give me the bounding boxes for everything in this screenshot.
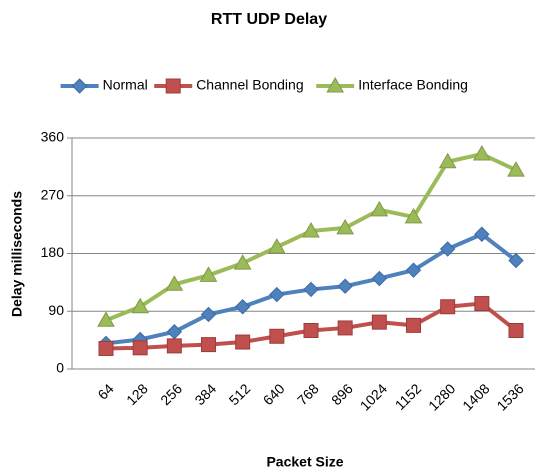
data-point — [474, 226, 490, 242]
data-point — [303, 281, 319, 298]
legend-marker — [71, 78, 88, 94]
data-point — [337, 278, 353, 294]
x-tick-label: 1536 — [493, 380, 526, 413]
data-point — [201, 337, 216, 353]
y-tick-label: 270 — [41, 186, 65, 202]
data-point — [474, 296, 490, 312]
legend-label: Normal — [103, 77, 148, 93]
legend-marker — [326, 76, 345, 93]
data-point — [132, 340, 148, 356]
x-tick-label: 64 — [94, 380, 116, 402]
data-point — [336, 218, 355, 235]
x-tick-label: 896 — [328, 380, 356, 408]
data-point — [269, 328, 285, 344]
data-point — [269, 286, 285, 303]
data-point — [405, 262, 422, 278]
x-tick-label: 768 — [294, 380, 322, 408]
legend-marker — [165, 78, 181, 94]
data-point — [165, 275, 184, 291]
x-tick-label: 1152 — [392, 380, 425, 413]
data-point — [507, 161, 525, 177]
data-point — [508, 323, 524, 338]
data-point — [371, 270, 388, 287]
data-point — [440, 299, 456, 315]
x-tick-label: 384 — [191, 380, 219, 408]
x-axis-label: Packet Size — [266, 454, 343, 470]
y-tick-label: 360 — [41, 129, 65, 145]
x-tick-label: 1024 — [357, 380, 390, 413]
data-point — [233, 254, 252, 270]
y-tick-label: 90 — [48, 302, 64, 318]
data-point — [131, 297, 150, 314]
x-tick-label: 512 — [226, 380, 254, 408]
legend-label: Channel Bonding — [196, 77, 303, 93]
legend-label: Interface Bonding — [358, 77, 468, 93]
chart-title: RTT UDP Delay — [211, 11, 327, 28]
data-point — [166, 324, 183, 340]
data-point — [406, 317, 421, 333]
y-tick-label: 180 — [41, 244, 65, 260]
data-point — [439, 241, 456, 257]
data-point — [472, 145, 491, 161]
x-tick-label: 128 — [123, 380, 151, 408]
data-point — [370, 200, 389, 217]
x-tick-label: 1280 — [425, 380, 458, 413]
data-point — [267, 238, 286, 254]
data-point — [200, 306, 217, 323]
x-tick-label: 256 — [157, 380, 185, 408]
y-tick-label: 0 — [56, 360, 64, 376]
data-point — [302, 222, 320, 238]
y-axis-label: Delay milliseconds — [9, 191, 25, 317]
data-point — [235, 334, 251, 350]
data-point — [303, 323, 319, 338]
data-point — [234, 299, 251, 315]
x-tick-label: 1408 — [459, 380, 492, 413]
x-tick-label: 640 — [260, 380, 288, 408]
data-point — [166, 338, 182, 354]
data-point — [199, 266, 218, 282]
data-point — [404, 207, 423, 224]
data-point — [438, 152, 457, 169]
data-point — [98, 340, 114, 356]
data-point — [97, 311, 115, 327]
data-point — [371, 314, 387, 330]
data-point — [508, 252, 524, 269]
data-point — [337, 320, 353, 336]
